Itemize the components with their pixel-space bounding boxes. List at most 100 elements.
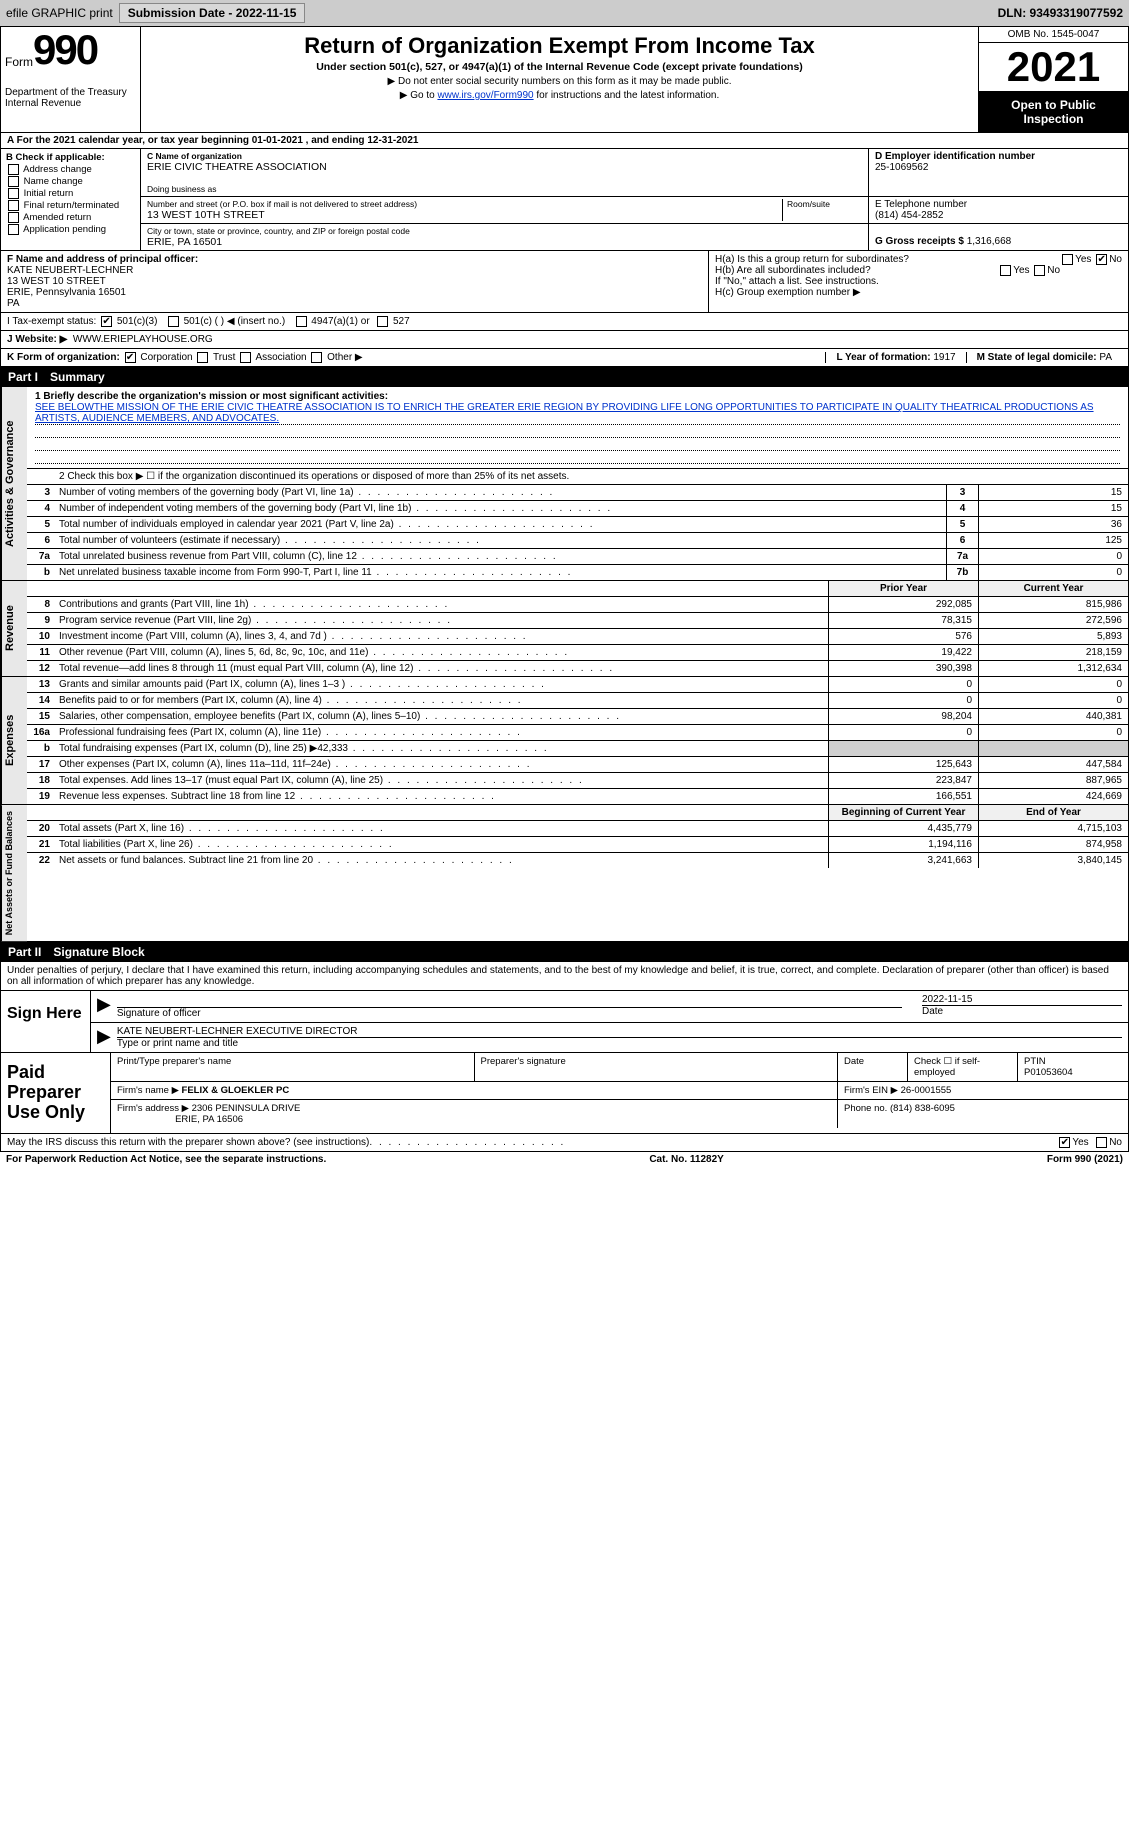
chk-4947[interactable] <box>296 316 307 327</box>
chk-discuss-yes[interactable] <box>1059 1137 1070 1148</box>
table-row: b Net unrelated business taxable income … <box>27 565 1128 580</box>
row-a-tax-year: A For the 2021 calendar year, or tax yea… <box>0 133 1129 149</box>
signature-block: Under penalties of perjury, I declare th… <box>0 962 1129 1133</box>
mission-block: 1 Briefly describe the organization's mi… <box>27 387 1128 469</box>
table-row: 11 Other revenue (Part VIII, column (A),… <box>27 645 1128 661</box>
form-note-ssn: ▶ Do not enter social security numbers o… <box>149 76 970 87</box>
paid-preparer-label: Paid Preparer Use Only <box>1 1053 111 1132</box>
chk-527[interactable] <box>377 316 388 327</box>
header-right: OMB No. 1545-0047 2021 Open to Public In… <box>978 27 1128 132</box>
vtab-netassets: Net Assets or Fund Balances <box>1 805 27 941</box>
ptin: P01053604 <box>1024 1067 1073 1078</box>
ein: 25-1069562 <box>875 162 928 173</box>
col-b-checkboxes: B Check if applicable: Address change Na… <box>1 149 141 250</box>
chk-501c3[interactable] <box>101 316 112 327</box>
chk-501c[interactable] <box>168 316 179 327</box>
col-h-group: H(a) Is this a group return for subordin… <box>708 251 1128 312</box>
chk-corporation[interactable] <box>125 352 136 363</box>
revenue-header-row: Prior Year Current Year <box>27 581 1128 597</box>
block-bcde: B Check if applicable: Address change Na… <box>0 149 1129 251</box>
vtab-revenue: Revenue <box>1 581 27 676</box>
tax-year: 2021 <box>979 43 1128 92</box>
mission-text: SEE BELOWTHE MISSION OF THE ERIE CIVIC T… <box>35 402 1120 425</box>
website-value: WWW.ERIEPLAYHOUSE.ORG <box>73 334 213 345</box>
netassets-header-row: Beginning of Current Year End of Year <box>27 805 1128 821</box>
table-row: 12 Total revenue—add lines 8 through 11 … <box>27 661 1128 676</box>
firm-phone: (814) 838-6095 <box>890 1103 955 1114</box>
department-label: Department of the Treasury Internal Reve… <box>5 87 136 109</box>
telephone: (814) 454-2852 <box>875 210 943 221</box>
table-row: 4 Number of independent voting members o… <box>27 501 1128 517</box>
table-row: 22 Net assets or fund balances. Subtract… <box>27 853 1128 868</box>
form-word: Form <box>5 55 33 69</box>
street-address: 13 WEST 10TH STREET <box>147 209 782 221</box>
table-row: 5 Total number of individuals employed i… <box>27 517 1128 533</box>
table-row: 10 Investment income (Part VIII, column … <box>27 629 1128 645</box>
table-row: 17 Other expenses (Part IX, column (A), … <box>27 757 1128 773</box>
table-row: 9 Program service revenue (Part VIII, li… <box>27 613 1128 629</box>
vtab-expenses: Expenses <box>1 677 27 804</box>
officer-name-title: KATE NEUBERT-LECHNER EXECUTIVE DIRECTOR <box>117 1026 1122 1038</box>
chk-other[interactable] <box>311 352 322 363</box>
firm-ein: 26-0001555 <box>901 1085 952 1096</box>
table-row: 19 Revenue less expenses. Subtract line … <box>27 789 1128 804</box>
form-subtitle: Under section 501(c), 527, or 4947(a)(1)… <box>149 61 970 73</box>
row-j-website: J Website: ▶ WWW.ERIEPLAYHOUSE.ORG <box>0 331 1129 349</box>
officer-name: KATE NEUBERT-LECHNER <box>7 265 133 276</box>
chk-trust[interactable] <box>197 352 208 363</box>
org-name: ERIE CIVIC THEATRE ASSOCIATION <box>147 161 862 173</box>
table-row: 13 Grants and similar amounts paid (Part… <box>27 677 1128 693</box>
header-middle: Return of Organization Exempt From Incom… <box>141 27 978 132</box>
sign-here-label: Sign Here <box>1 991 91 1052</box>
form-header: Form 990 Department of the Treasury Inte… <box>0 26 1129 133</box>
table-row: b Total fundraising expenses (Part IX, c… <box>27 741 1128 757</box>
gross-receipts: 1,316,668 <box>967 236 1012 247</box>
submission-date-button[interactable]: Submission Date - 2022-11-15 <box>119 3 306 23</box>
row-klm: K Form of organization: Corporation Trus… <box>0 349 1129 367</box>
header-left: Form 990 Department of the Treasury Inte… <box>1 27 141 132</box>
row-i-tax-status: I Tax-exempt status: 501(c)(3) 501(c) ( … <box>0 313 1129 331</box>
expenses-section: Expenses 13 Grants and similar amounts p… <box>0 677 1129 805</box>
signature-declaration: Under penalties of perjury, I declare th… <box>1 962 1128 990</box>
form-title: Return of Organization Exempt From Incom… <box>149 33 970 59</box>
chk-initial-return[interactable]: Initial return <box>6 188 135 199</box>
table-row: 21 Total liabilities (Part X, line 26) 1… <box>27 837 1128 853</box>
city-state-zip: ERIE, PA 16501 <box>147 236 862 248</box>
chk-address-change[interactable]: Address change <box>6 164 135 175</box>
part2-header: Part II Signature Block <box>0 942 1129 962</box>
form-note-link: ▶ Go to www.irs.gov/Form990 for instruct… <box>149 90 970 101</box>
governance-section: Activities & Governance 1 Briefly descri… <box>0 387 1129 581</box>
arrow-icon: ▶ <box>97 1026 111 1049</box>
revenue-section: Revenue Prior Year Current Year 8 Contri… <box>0 581 1129 677</box>
chk-discuss-no[interactable] <box>1096 1137 1107 1148</box>
table-row: 16a Professional fundraising fees (Part … <box>27 725 1128 741</box>
table-row: 8 Contributions and grants (Part VIII, l… <box>27 597 1128 613</box>
dln-label: DLN: 93493319077592 <box>998 6 1123 20</box>
table-row: 3 Number of voting members of the govern… <box>27 485 1128 501</box>
table-row: 14 Benefits paid to or for members (Part… <box>27 693 1128 709</box>
vtab-governance: Activities & Governance <box>1 387 27 580</box>
chk-association[interactable] <box>240 352 251 363</box>
row-fh: F Name and address of principal officer:… <box>0 251 1129 313</box>
netassets-section: Net Assets or Fund Balances Beginning of… <box>0 805 1129 942</box>
table-row: 6 Total number of volunteers (estimate i… <box>27 533 1128 549</box>
col-f-officer: F Name and address of principal officer:… <box>1 251 708 312</box>
bottom-bar: For Paperwork Reduction Act Notice, see … <box>0 1152 1129 1167</box>
table-row: 20 Total assets (Part X, line 16) 4,435,… <box>27 821 1128 837</box>
state-domicile: PA <box>1099 352 1112 363</box>
chk-amended-return[interactable]: Amended return <box>6 212 135 223</box>
chk-application-pending[interactable]: Application pending <box>6 224 135 235</box>
firm-name: FELIX & GLOEKLER PC <box>182 1085 290 1096</box>
public-inspection-badge: Open to Public Inspection <box>979 92 1128 132</box>
table-row: 15 Salaries, other compensation, employe… <box>27 709 1128 725</box>
top-bar: efile GRAPHIC print Submission Date - 20… <box>0 0 1129 26</box>
year-formation: 1917 <box>933 352 955 363</box>
irs-link[interactable]: www.irs.gov/Form990 <box>437 90 533 101</box>
chk-final-return[interactable]: Final return/terminated <box>6 200 135 211</box>
col-cde: C Name of organization ERIE CIVIC THEATR… <box>141 149 1128 250</box>
table-row: 18 Total expenses. Add lines 13–17 (must… <box>27 773 1128 789</box>
sig-date: 2022-11-15 <box>922 994 1122 1006</box>
arrow-icon: ▶ <box>97 994 111 1019</box>
chk-name-change[interactable]: Name change <box>6 176 135 187</box>
part1-header: Part I Summary <box>0 367 1129 387</box>
